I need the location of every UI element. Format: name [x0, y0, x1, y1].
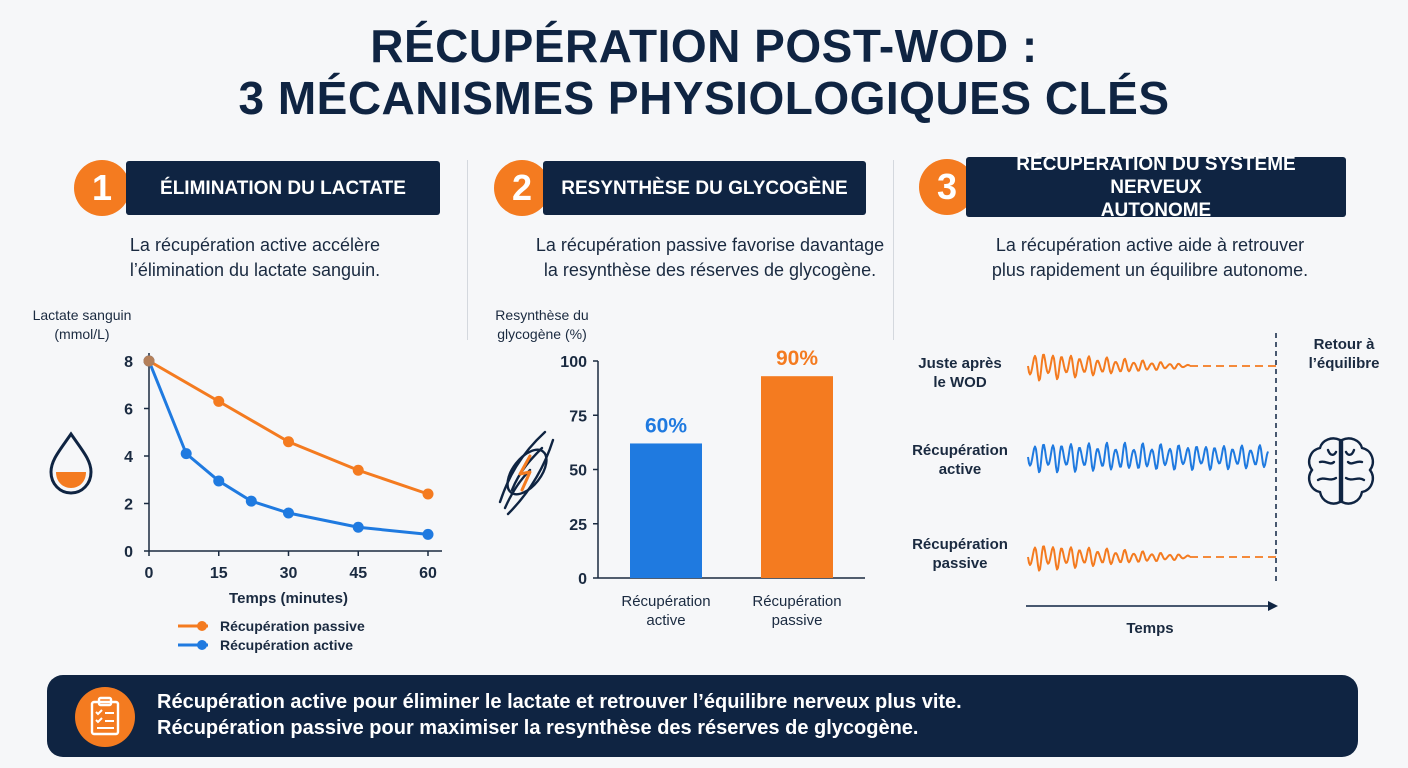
glycogen-category-label: active	[646, 612, 685, 629]
summary-line-2: Récupération passive pour maximiser la r…	[157, 717, 919, 739]
ans-row-label-2-line2: active	[938, 461, 982, 478]
panel3-heading-line1: RÉCUPÉRATION DU SYSTÈME NERVEUX	[1016, 153, 1296, 198]
lactate-start-point	[143, 355, 155, 367]
legend-label: Récupération passive	[220, 618, 365, 634]
ans-row-label-1-line1: Juste après	[918, 355, 1002, 372]
ans-end-label: Retour à l’équilibre	[1297, 335, 1391, 373]
panel2-description: La récupération passive favorise davanta…	[500, 233, 920, 283]
lactate-y-tick-label: 0	[124, 544, 133, 561]
legend-swatch-dot	[197, 640, 207, 650]
panel2-description-line2: la resynthèse des réserves de glycogène.	[543, 260, 877, 280]
lactate-point	[422, 488, 434, 500]
glycogen-ylabel-line2: glycogène (%)	[497, 326, 587, 342]
divider-1	[467, 160, 468, 340]
summary-banner: Récupération active pour éliminer le lac…	[47, 675, 1358, 757]
glycogen-y-tick-label: 100	[560, 354, 587, 371]
panel1-description-line2: l’élimination du lactate sanguin.	[129, 260, 381, 280]
ans-row-label-3-line1: Récupération	[912, 536, 1008, 553]
glycogen-y-tick-label: 0	[578, 571, 587, 588]
lactate-line-chart: 0 2 4 6 8 0 15 30 45 60 Temps (minutes) Récupératio…	[124, 353, 442, 653]
ans-wave-post-wod	[1027, 353, 1191, 382]
lactate-point	[352, 521, 364, 533]
lactate-ylabel-line1: Lactate sanguin	[32, 307, 132, 323]
lactate-point	[213, 475, 225, 487]
ans-end-label-line1: Retour à	[1313, 336, 1375, 353]
lactate-y-tick-label: 2	[124, 497, 133, 514]
ans-xlabel: Temps	[1126, 620, 1174, 637]
panel3-heading: RÉCUPÉRATION DU SYSTÈME NERVEUX AUTONOME	[966, 154, 1346, 221]
glycogen-category-label: passive	[772, 612, 823, 629]
ans-time-arrow	[1268, 601, 1278, 611]
page-title-line2: 3 MÉCANISMES PHYSIOLOGIQUES CLÉS	[238, 72, 1170, 124]
legend-label: Récupération active	[220, 637, 353, 653]
glycogen-y-tick-label: 50	[569, 463, 587, 480]
panel2-heading: RESYNTHÈSE DU GLYCOGÈNE	[543, 161, 866, 215]
brain-icon	[1308, 437, 1374, 505]
lactate-point	[245, 495, 257, 507]
lactate-series-line	[148, 359, 429, 496]
legend-swatch-dot	[197, 621, 207, 631]
glycogen-bar	[761, 376, 833, 578]
lactate-point	[283, 436, 294, 448]
panel3-heading-line2: AUTONOME	[1100, 199, 1212, 221]
panel3-description-line1: La récupération active aide à retrouver	[995, 235, 1305, 255]
ans-wave-chart	[1026, 333, 1278, 611]
lactate-point	[422, 528, 434, 540]
lactate-x-tick-label: 60	[419, 565, 437, 582]
lactate-x-tick-label: 0	[145, 565, 154, 582]
blood-drop-icon	[49, 431, 93, 495]
ans-row-label-1-line2: le WOD	[933, 374, 987, 391]
glycogen-y-tick-label: 75	[569, 408, 587, 425]
lactate-x-tick-label: 30	[280, 565, 298, 582]
muscle-energy-icon	[498, 430, 555, 516]
lactate-y-tick-label: 6	[124, 402, 133, 419]
lactate-ylabel-line2: (mmol/L)	[54, 326, 110, 342]
lactate-point	[352, 464, 364, 476]
ans-row-label-2-line1: Récupération	[912, 442, 1008, 459]
ans-wave-active	[1027, 441, 1269, 474]
lactate-point	[283, 507, 294, 519]
glycogen-category-label: Récupération	[752, 593, 841, 610]
ans-row-label-2: Récupération active	[905, 441, 1015, 479]
ans-row-label-1: Juste après le WOD	[905, 354, 1015, 392]
glycogen-ylabel: Resynthèse du glycogène (%)	[480, 306, 604, 344]
summary-text: Récupération active pour éliminer le lac…	[157, 689, 962, 741]
ans-wave-passive	[1027, 545, 1191, 572]
divider-2	[893, 160, 894, 340]
glycogen-data-label: 60%	[645, 414, 687, 437]
lactate-x-tick-label: 45	[349, 565, 367, 582]
panel1-description-line1: La récupération active accélère	[129, 235, 381, 255]
clipboard-icon	[75, 687, 135, 747]
glycogen-data-label: 90%	[776, 347, 818, 370]
page-title-line1: RÉCUPÉRATION POST-WOD :	[370, 20, 1038, 72]
lactate-x-tick-label: 15	[210, 565, 228, 582]
lactate-y-tick-label: 4	[124, 449, 133, 466]
panel2-number-badge: 2	[494, 160, 550, 216]
lactate-point	[213, 395, 225, 407]
glycogen-y-tick-label: 25	[569, 517, 587, 534]
panel1-heading: ÉLIMINATION DU LACTATE	[126, 161, 440, 215]
glycogen-ylabel-line1: Resynthèse du	[495, 307, 589, 323]
glycogen-bar	[630, 443, 702, 578]
lactate-ylabel: Lactate sanguin (mmol/L)	[20, 306, 144, 344]
ans-row-label-3: Récupération passive	[905, 535, 1015, 573]
panel3-number-badge: 3	[919, 159, 975, 215]
panel2-description-line1: La récupération passive favorise davanta…	[535, 235, 885, 255]
panel1-number-badge: 1	[74, 160, 130, 216]
lactate-xlabel: Temps (minutes)	[229, 590, 348, 607]
panel1-description: La récupération active accélère l’élimin…	[60, 233, 450, 283]
summary-line-1: Récupération active pour éliminer le lac…	[157, 691, 962, 713]
ans-end-label-line2: l’équilibre	[1308, 355, 1380, 372]
panel3-description: La récupération active aide à retrouver …	[945, 233, 1355, 283]
glycogen-category-label: Récupération	[621, 593, 710, 610]
ans-row-label-3-line2: passive	[932, 555, 988, 572]
lactate-y-tick-label: 8	[124, 354, 133, 371]
lactate-point	[180, 448, 192, 460]
glycogen-bar-chart: 0 25 50 75 100 60% Récupération active 90% Récupé…	[560, 347, 865, 629]
panel3-description-line2: plus rapidement un équilibre autonome.	[991, 260, 1309, 280]
